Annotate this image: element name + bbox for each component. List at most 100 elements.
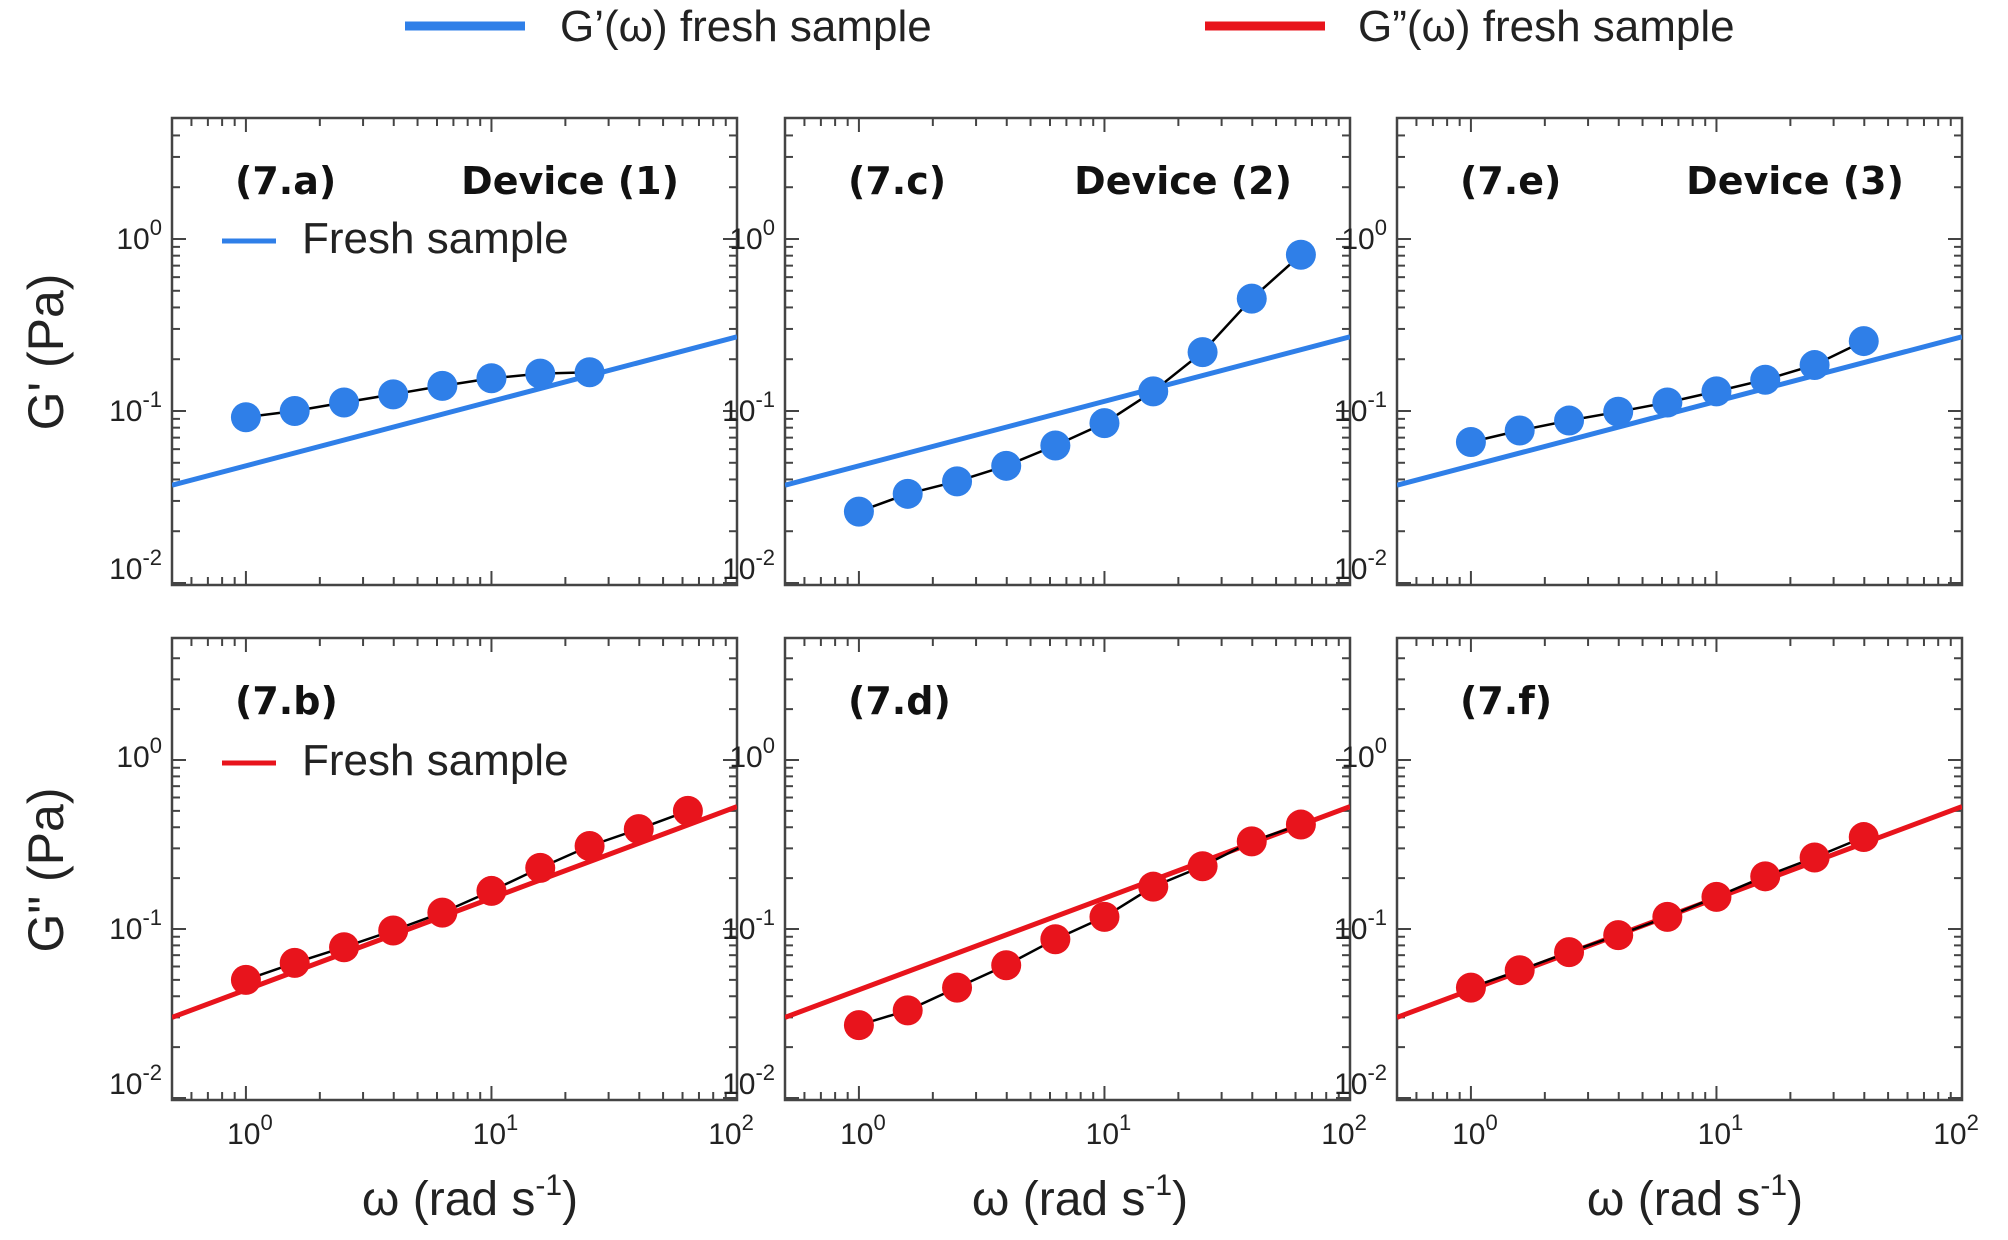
data-point	[476, 363, 507, 394]
data-point	[1603, 920, 1634, 951]
y-tick-label: 10-1	[722, 905, 775, 946]
x-tick-label-exp: 0	[873, 1110, 885, 1135]
y-tick-label: 10-2	[109, 1060, 162, 1101]
y-tick-label-exp: -2	[142, 545, 162, 570]
x-tick-label-base: 10	[1933, 1118, 1966, 1151]
panel-label: (7.f)	[1460, 679, 1552, 723]
device-label: Device (2)	[1074, 159, 1292, 203]
y-tick-label-exp: -2	[1367, 545, 1387, 570]
y-tick-label-exp: -1	[755, 387, 775, 412]
data-point	[1848, 822, 1879, 853]
inset-legend-label: Fresh sample	[302, 214, 569, 263]
plot-frame	[783, 116, 1352, 587]
x-tick-label: 100	[1452, 1110, 1498, 1151]
data-point	[1040, 924, 1071, 955]
data-point	[1285, 809, 1316, 840]
device-label: Device (1)	[461, 159, 679, 203]
y-tick-label-base: 10	[1334, 1068, 1367, 1101]
data-point	[476, 875, 507, 906]
x-axis-title-2: ω (rad s-1)	[972, 1169, 1188, 1226]
data-point	[623, 814, 654, 845]
data-point	[1187, 851, 1218, 882]
x-tick-label-base: 10	[1321, 1118, 1354, 1151]
y-tick-label: 10-2	[109, 545, 162, 586]
y-tick-label-exp: 0	[763, 215, 775, 240]
x-tick-label-exp: 1	[1731, 1110, 1743, 1135]
data-point	[1652, 387, 1683, 418]
data-point	[1187, 337, 1218, 368]
y-tick-label-exp: -1	[1367, 905, 1387, 930]
data-point	[991, 950, 1022, 981]
x-tick-label-exp: 1	[1119, 1110, 1131, 1135]
y-tick-label-exp: -1	[1367, 387, 1387, 412]
data-point	[1455, 972, 1486, 1003]
x-tick-label: 100	[840, 1110, 886, 1151]
inset-legend-label: Fresh sample	[302, 736, 569, 785]
data-point	[1554, 405, 1585, 436]
plot-frame	[1395, 116, 1964, 587]
y-tick-label-base: 10	[116, 223, 149, 256]
data-point	[1285, 239, 1316, 270]
legend-gdoubleprime-label: G”(ω) fresh sample	[1358, 2, 1735, 51]
y-tick-label-exp: -2	[1367, 1060, 1387, 1085]
data-point	[1236, 283, 1267, 314]
data-connect-line	[858, 253, 1302, 513]
x-axis-title-2-sup: -1	[1145, 1169, 1172, 1202]
y-tick-label: 10-1	[109, 387, 162, 428]
y-tick-label-base: 10	[729, 223, 762, 256]
y-tick-label-exp: -2	[755, 1060, 775, 1085]
data-point	[672, 795, 703, 826]
x-tick-label: 102	[708, 1110, 754, 1151]
x-tick-label-base: 10	[1452, 1118, 1485, 1151]
plot-area	[785, 804, 1350, 1041]
y-tick-label: 100	[116, 215, 162, 256]
y-tick-label: 100	[1341, 733, 1387, 774]
y-tick-label: 10-2	[1334, 545, 1387, 586]
x-axis-title-1-close: )	[562, 1173, 578, 1226]
data-point	[279, 947, 310, 978]
top-legend: G’(ω) fresh sample G”(ω) fresh sample	[405, 2, 1735, 51]
data-point	[427, 370, 458, 401]
data-point	[942, 466, 973, 497]
y-tick-label-exp: 0	[1375, 733, 1387, 758]
y-tick-label: 100	[1341, 215, 1387, 256]
x-axis-title-3-sup: -1	[1760, 1169, 1787, 1202]
data-point	[843, 496, 874, 527]
plot-area	[172, 334, 737, 488]
y-tick-label-base: 10	[1334, 913, 1367, 946]
y-tick-label-base: 10	[109, 913, 142, 946]
data-point	[1089, 408, 1120, 439]
data-point	[1750, 364, 1781, 395]
data-point	[991, 450, 1022, 481]
plot-frame	[1395, 636, 1964, 1102]
y-tick-label-base: 10	[116, 741, 149, 774]
x-tick-label-exp: 0	[1485, 1110, 1497, 1135]
x-tick-label-base: 10	[840, 1118, 873, 1151]
y-tick-label-exp: -2	[142, 1060, 162, 1085]
data-point	[230, 964, 261, 995]
y-tick-label-exp: -1	[142, 905, 162, 930]
y-tick-label: 10-1	[109, 905, 162, 946]
data-point	[843, 1010, 874, 1041]
panel-label: (7.a)	[235, 159, 336, 203]
data-point	[525, 358, 556, 389]
data-point	[1504, 415, 1535, 446]
x-tick-label: 101	[1698, 1110, 1744, 1151]
x-tick-label-exp: 2	[1967, 1110, 1979, 1135]
x-tick-label: 102	[1933, 1110, 1979, 1151]
data-point	[525, 852, 556, 883]
x-axis-title-1-sup: -1	[535, 1169, 562, 1202]
panel-label: (7.e)	[1460, 159, 1561, 203]
data-point	[1040, 430, 1071, 461]
data-point	[329, 932, 360, 963]
x-tick-label-exp: 0	[260, 1110, 272, 1135]
y-tick-label-base: 10	[1341, 741, 1374, 774]
data-point	[1701, 376, 1732, 407]
y-tick-label-exp: 0	[763, 733, 775, 758]
x-tick-label-base: 10	[1698, 1118, 1731, 1151]
data-point	[279, 396, 310, 426]
